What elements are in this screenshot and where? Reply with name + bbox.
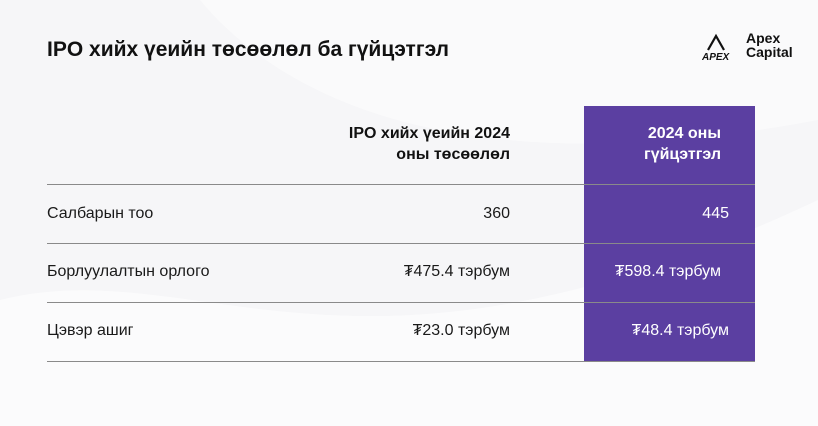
cell-revenue-ipo: ₮475.4 тэрбум	[403, 263, 510, 280]
header-ipo-line1: IPO хийх үеийн 2024	[348, 125, 510, 142]
logo-text-apex: Apex	[746, 30, 781, 46]
cell-branches-actual: 445	[702, 205, 729, 222]
cell-net-profit-ipo: ₮23.0 тэрбум	[412, 322, 510, 339]
header-ipo-line2: оны төсөөлөл	[396, 146, 510, 163]
header-2024-line2: гүйцэтгэл	[644, 146, 721, 163]
row-label-branches: Салбарын тоо	[47, 205, 154, 222]
cell-net-profit-actual: ₮48.4 тэрбум	[631, 322, 729, 339]
table-divider	[47, 243, 755, 244]
actual-2024-column-highlight	[584, 106, 755, 362]
row-label-net-profit: Цэвэр ашиг	[47, 322, 134, 339]
apex-logo-icon: APEX	[702, 33, 731, 62]
header-ipo-projection: IPO хийх үеийн 2024 оны төсөөлөл	[300, 123, 510, 165]
cell-branches-ipo: 360	[483, 205, 510, 222]
cell-revenue-actual: ₮598.4 тэрбум	[614, 263, 721, 280]
apex-capital-logo: APEX Apex Capital	[702, 30, 802, 64]
table-divider	[47, 361, 755, 362]
logo-text-capital: Capital	[746, 44, 793, 60]
table-divider	[47, 302, 755, 303]
svg-text:APEX: APEX	[702, 52, 731, 62]
header-2024-line1: 2024 оны	[647, 125, 721, 142]
page-title: IPO хийх үеийн төсөөлөл ба гүйцэтгэл	[47, 38, 450, 61]
row-label-revenue: Борлуулалтын орлого	[47, 263, 210, 280]
header-2024-actual: 2024 оны гүйцэтгэл	[584, 123, 721, 165]
table-divider	[47, 184, 755, 185]
